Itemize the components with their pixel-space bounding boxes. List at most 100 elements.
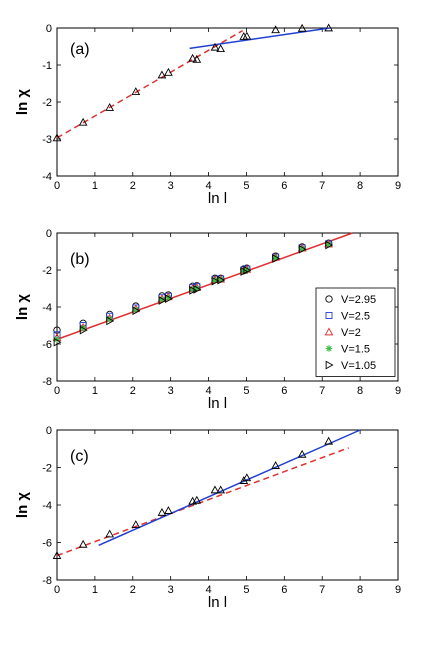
data-point [242, 31, 252, 40]
legend-marker [325, 360, 334, 370]
data-point [189, 285, 198, 295]
chart-panel-2: 0 1 2 3 4 5 6 7 8 9 -8 -6 -4 -2 0 ln l ln χ (c) [14, 425, 401, 611]
data-point [192, 54, 202, 63]
data-point [53, 336, 61, 343]
y-axis-label: ln χ [14, 89, 31, 115]
data-point [243, 266, 252, 275]
solid-fit-line [56, 232, 353, 341]
data-point [132, 306, 141, 316]
x-tick-label: 9 [395, 180, 401, 192]
x-tick-label: 7 [319, 584, 325, 596]
x-tick-label: 8 [357, 180, 363, 192]
x-tick-label: 0 [54, 180, 60, 192]
data-point [217, 276, 224, 283]
data-point [52, 551, 62, 559]
data-point [192, 495, 202, 504]
x-tick-label: 9 [395, 584, 401, 596]
legend-marker [324, 327, 334, 336]
data-point [324, 436, 334, 445]
legend-entry: V=2.5 [341, 311, 370, 323]
data-point [325, 240, 334, 250]
x-tick-label: 6 [281, 180, 287, 192]
y-tick-label: -3 [42, 134, 52, 146]
data-point [324, 23, 334, 32]
data-point [105, 103, 115, 111]
data-point [131, 87, 141, 95]
data-point [53, 337, 62, 347]
data-point [297, 23, 307, 32]
y-tick-label: -4 [42, 500, 52, 512]
data-point [272, 254, 281, 263]
x-tick-label: 6 [281, 385, 287, 397]
data-point [132, 306, 140, 313]
y-tick-label: -8 [42, 376, 52, 388]
y-tick-label: -2 [42, 463, 52, 475]
x-tick-label: 4 [205, 584, 211, 596]
dashed-fit-line [56, 29, 244, 139]
data-point [243, 266, 251, 274]
x-tick-label: 3 [168, 180, 174, 192]
data-point [210, 485, 220, 494]
data-point [165, 294, 172, 301]
data-point [164, 67, 173, 76]
data-point [157, 507, 167, 516]
data-point [193, 285, 202, 294]
data-point [188, 53, 198, 62]
plot-frame [56, 27, 399, 177]
x-tick-label: 5 [243, 180, 249, 192]
x-tick-label: 2 [130, 584, 136, 596]
data-point [78, 539, 88, 548]
x-tick-label: 1 [92, 584, 98, 596]
x-tick-label: 0 [54, 584, 60, 596]
data-point [79, 325, 88, 335]
panel-label: (a) [70, 41, 90, 58]
x-tick-label: 4 [205, 385, 211, 397]
y-tick-label: -8 [42, 575, 52, 587]
data-point [271, 25, 280, 34]
y-axis-label: ln χ [14, 492, 31, 518]
data-point [52, 133, 62, 142]
data-point [216, 44, 226, 53]
legend-marker [325, 345, 333, 352]
data-point [272, 254, 279, 262]
x-axis-label: ln l [208, 190, 227, 207]
data-point [325, 241, 332, 248]
data-point [217, 275, 226, 285]
x-tick-label: 3 [168, 385, 174, 397]
panel-label: (b) [70, 251, 90, 268]
x-axis-label: ln l [208, 395, 227, 412]
y-tick-label: -2 [42, 265, 52, 277]
legend-box [315, 287, 396, 377]
data-point [210, 42, 220, 51]
data-point [211, 276, 220, 286]
x-tick-label: 8 [357, 385, 363, 397]
x-tick-label: 1 [92, 180, 98, 192]
y-tick-label: 0 [46, 23, 52, 35]
solid-fit-line [98, 429, 361, 546]
data-point [131, 520, 141, 529]
data-point [216, 485, 226, 494]
y-tick-label: -4 [42, 171, 52, 183]
x-tick-label: 1 [92, 385, 98, 397]
x-tick-label: 9 [395, 385, 401, 397]
data-point [158, 296, 167, 305]
panel-label: (c) [70, 448, 89, 465]
y-tick-label: 0 [46, 228, 52, 240]
x-tick-label: 3 [168, 584, 174, 596]
x-tick-label: 2 [130, 385, 136, 397]
x-tick-label: 7 [319, 385, 325, 397]
legend-entry: V=1.5 [341, 344, 370, 356]
data-point [157, 70, 167, 79]
data-point [78, 117, 88, 126]
data-point [297, 449, 307, 458]
data-point [106, 316, 115, 326]
legend-marker [325, 295, 333, 303]
data-point [189, 286, 196, 293]
data-point [298, 245, 306, 252]
legend-entry: V=2 [341, 327, 361, 339]
dashed-fit-line [56, 447, 350, 557]
x-tick-label: 5 [243, 385, 249, 397]
legend-marker [325, 312, 333, 319]
